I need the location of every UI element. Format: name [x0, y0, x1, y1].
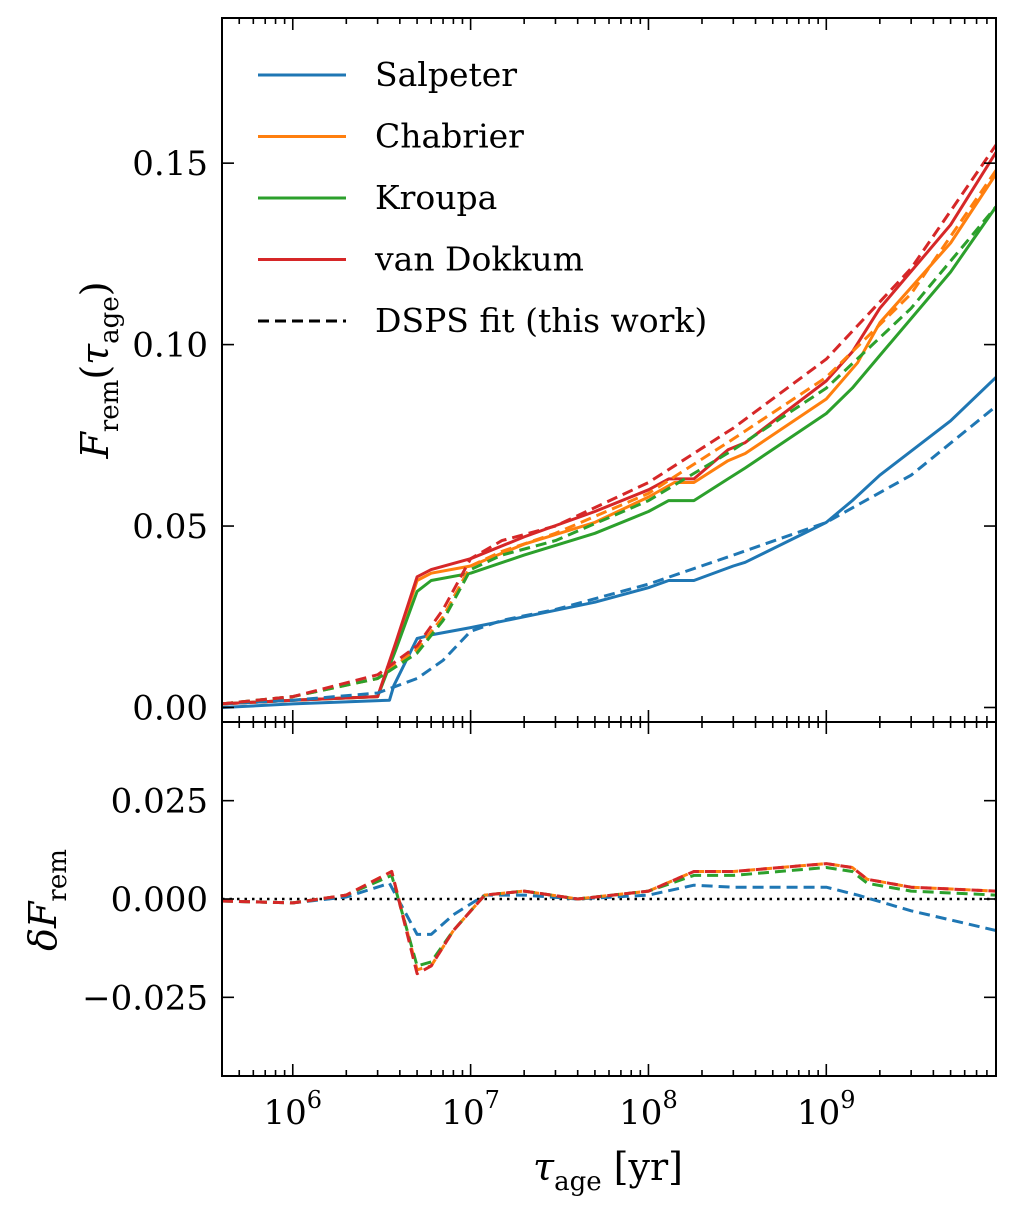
legend-label: van Dokkum — [374, 240, 584, 279]
xlabel-tau-subscript: age — [554, 1167, 602, 1197]
y-tick-label: 0.05 — [132, 507, 208, 547]
legend-label: Chabrier — [375, 117, 524, 156]
bottom-panel-frame — [221, 721, 997, 1077]
xlabel-tau: τ — [533, 1145, 555, 1189]
series-line-van-dokkum-dsps-fit — [222, 144, 996, 706]
legend-item-salpeter: Salpeter — [258, 55, 517, 94]
x-tick-label: 107 — [441, 1086, 500, 1133]
ylabel-f: F — [73, 431, 117, 460]
ylabel-f-subscript: rem — [43, 849, 73, 901]
bottom-panel-ylabel: δFrem — [21, 849, 73, 951]
ylabel-f: F — [21, 900, 65, 929]
series-line-kroupa — [222, 205, 996, 706]
legend-label: DSPS fit (this work) — [375, 301, 707, 340]
ylabel-open-paren: ( — [73, 365, 117, 380]
ylabel-f-subscript: rem — [95, 380, 125, 432]
legend-item-van-dokkum: van Dokkum — [258, 240, 584, 279]
y-tick-label: 0.00 — [132, 688, 208, 728]
xlabel-unit: [yr] — [602, 1145, 683, 1189]
legend: Salpeter Chabrier Kroupa van Dokkum DSPS fit… — [258, 55, 707, 340]
legend-label: Salpeter — [375, 55, 517, 94]
legend-item-chabrier: Chabrier — [258, 117, 524, 156]
x-tick-label: 106 — [263, 1086, 322, 1133]
ylabel-delta: δ — [21, 928, 65, 951]
y-tick-label: 0.15 — [132, 144, 208, 184]
bottom-panel: −0.025 0.000 0.025 106 107 108 109 δFrem τage … — [21, 721, 997, 1197]
bottom-panel-series — [222, 862, 996, 976]
series-line-van-dokkum — [222, 151, 996, 706]
series-line-kroupa-dsps-fit — [222, 205, 996, 706]
ylabel-tau-subscript: age — [95, 296, 125, 344]
top-panel: 0.00 0.05 0.10 0.15 Salpeter Chabrier Kroupa v… — [73, 17, 997, 728]
legend-item-kroupa: Kroupa — [258, 178, 497, 217]
bottom-panel-xlabel: τage [yr] — [533, 1145, 683, 1197]
y-tick-label: 0.000 — [111, 880, 208, 920]
legend-item-dsps-fit-this-work: DSPS fit (this work) — [258, 301, 707, 340]
y-tick-label: 0.10 — [132, 326, 208, 366]
series-line-salpeter-residual — [222, 881, 996, 936]
bottom-panel-ticks: −0.025 0.000 0.025 106 107 108 109 — [82, 722, 997, 1133]
series-line-salpeter-dsps-fit — [222, 405, 996, 706]
ylabel-tau: τ — [73, 343, 117, 365]
y-tick-label: −0.025 — [82, 978, 208, 1018]
ylabel-close-paren: ) — [73, 281, 117, 296]
x-tick-label: 108 — [619, 1086, 678, 1133]
legend-label: Kroupa — [375, 178, 497, 217]
top-panel-ylabel: Frem(τage) — [73, 281, 125, 459]
y-tick-label: 0.025 — [111, 782, 208, 822]
top-panel-series — [222, 144, 996, 709]
series-line-kroupa-residual — [222, 866, 996, 968]
x-tick-label: 109 — [797, 1086, 856, 1133]
top-panel-ticks: 0.00 0.05 0.10 0.15 — [132, 18, 997, 728]
